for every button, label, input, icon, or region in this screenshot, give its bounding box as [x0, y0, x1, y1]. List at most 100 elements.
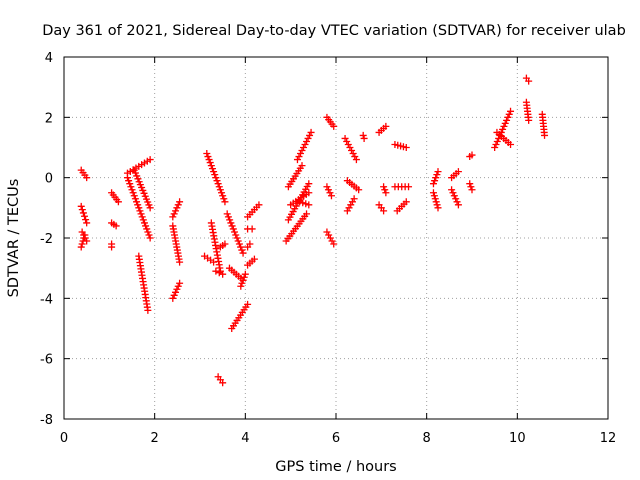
data-point [452, 195, 460, 203]
y-tick-label: -4 [40, 292, 53, 307]
data-point [218, 189, 226, 197]
data-point [496, 131, 504, 139]
data-point [212, 267, 220, 275]
data-point [330, 240, 338, 248]
data-point [454, 168, 462, 176]
data-point [305, 180, 313, 188]
data-point [450, 192, 458, 200]
data-point [211, 171, 219, 179]
data-point [248, 225, 256, 233]
data-point [492, 140, 500, 148]
data-point [360, 134, 368, 142]
data-point [172, 288, 180, 296]
data-point [170, 210, 178, 218]
data-point [344, 140, 352, 148]
data-point [140, 219, 148, 227]
y-tick-label: 2 [45, 111, 53, 126]
data-point [220, 195, 228, 203]
data-point [143, 225, 151, 233]
data-point [303, 210, 311, 218]
data-point [77, 202, 85, 210]
data-point [81, 231, 89, 239]
data-point [507, 107, 515, 115]
data-point [382, 189, 390, 197]
data-point [214, 180, 222, 188]
data-point [525, 116, 533, 124]
data-point [306, 131, 314, 139]
data-point [78, 206, 86, 214]
data-point [429, 189, 437, 197]
data-point [466, 180, 474, 188]
y-tick-label: -2 [40, 232, 53, 247]
data-point [216, 186, 224, 194]
x-tick-label: 0 [60, 431, 68, 446]
data-point [144, 306, 152, 314]
data-point [246, 240, 254, 248]
data-point [293, 156, 301, 164]
ticks [63, 56, 609, 420]
data-point [219, 192, 227, 200]
data-point [402, 144, 410, 151]
data-point [136, 207, 144, 215]
data-point [448, 186, 456, 194]
data-point [78, 240, 86, 248]
data-point [240, 273, 248, 281]
y-tick-label: 0 [45, 172, 53, 187]
data-point [298, 147, 306, 155]
data-point [212, 174, 220, 182]
data-point [231, 228, 239, 236]
data-point [239, 276, 247, 284]
data-point [503, 116, 511, 124]
data-point [238, 246, 246, 254]
data-point [80, 234, 88, 242]
data-point [467, 183, 475, 191]
data-point [343, 137, 351, 145]
data-point [346, 144, 354, 151]
data-point [146, 204, 154, 212]
data-point [131, 195, 139, 203]
data-point [431, 195, 439, 203]
data-point [307, 128, 315, 136]
data-point [433, 201, 441, 209]
data-point [499, 125, 507, 133]
data-point [125, 177, 133, 185]
data-point [296, 150, 304, 158]
data-point [146, 156, 154, 164]
data-point [525, 77, 533, 85]
data-point [80, 212, 88, 220]
data-point [235, 240, 243, 248]
x-tick-label: 12 [600, 431, 617, 446]
data-point [226, 216, 234, 224]
data-point [233, 234, 241, 242]
data-point [504, 113, 512, 121]
data-point [221, 198, 229, 206]
data-point [239, 249, 247, 257]
data-point [224, 213, 232, 221]
data-point [228, 222, 236, 230]
data-point [208, 165, 216, 173]
data-point [493, 137, 501, 145]
data-point [305, 201, 313, 209]
data-point [296, 198, 304, 206]
data-point [324, 186, 332, 194]
data-point [299, 199, 307, 207]
data-point [219, 379, 227, 387]
data-point [237, 282, 245, 290]
data-point [137, 210, 145, 218]
data-point [348, 147, 356, 155]
data-point [382, 122, 390, 130]
data-point [355, 186, 363, 194]
data-point [170, 291, 178, 299]
data-point [453, 198, 461, 206]
data-point [82, 216, 90, 224]
data-point [402, 198, 410, 206]
data-point [350, 195, 358, 203]
data-point [128, 186, 136, 194]
data-point [174, 282, 182, 290]
x-tick-label: 6 [332, 431, 340, 446]
data-point [295, 153, 303, 161]
x-tick-label: 10 [509, 431, 526, 446]
data-point [139, 216, 147, 224]
data-point [326, 189, 334, 197]
data-point [359, 131, 367, 139]
